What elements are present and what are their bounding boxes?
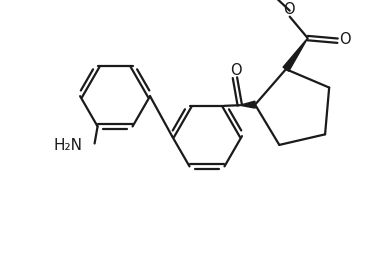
- Text: O: O: [283, 2, 294, 17]
- Text: O: O: [230, 63, 242, 78]
- Text: H₂N: H₂N: [54, 138, 83, 153]
- Polygon shape: [283, 38, 308, 71]
- Polygon shape: [240, 101, 255, 108]
- Text: O: O: [339, 32, 350, 47]
